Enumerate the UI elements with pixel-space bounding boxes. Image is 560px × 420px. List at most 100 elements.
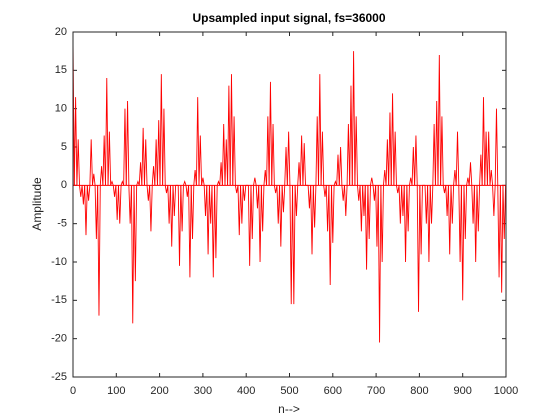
x-tick-label: 200	[150, 385, 168, 397]
x-tick-label: 0	[70, 385, 76, 397]
stem	[234, 185, 239, 194]
stem	[227, 85, 231, 186]
stem	[455, 131, 460, 186]
stem	[180, 185, 184, 232]
stem	[427, 185, 431, 263]
stem	[167, 185, 171, 224]
stem	[177, 185, 182, 266]
x-tick-label: 600	[324, 385, 342, 397]
stem	[284, 146, 288, 186]
stem	[328, 185, 332, 286]
stem	[346, 123, 351, 186]
stem	[73, 97, 78, 186]
stem	[92, 173, 96, 186]
stem	[310, 185, 314, 255]
stem	[188, 185, 192, 278]
stem	[333, 180, 338, 186]
stem	[411, 146, 416, 186]
stem	[97, 185, 101, 316]
stem	[351, 51, 356, 186]
stem	[146, 185, 151, 201]
stem	[219, 162, 223, 186]
stem	[479, 154, 483, 186]
stem	[450, 185, 455, 224]
stem	[86, 185, 91, 201]
stem	[286, 131, 291, 186]
stem	[341, 185, 345, 201]
stem	[94, 185, 99, 240]
stem	[169, 185, 174, 247]
stem	[279, 185, 283, 247]
y-tick-label: -15	[51, 294, 67, 306]
stem	[125, 100, 130, 186]
stem	[237, 185, 242, 236]
stem	[473, 185, 478, 263]
stem	[190, 185, 195, 240]
stem	[214, 185, 218, 259]
x-tick-label: 500	[280, 385, 298, 397]
stem	[354, 116, 358, 186]
stem	[89, 139, 93, 186]
stem	[76, 139, 80, 186]
stem	[281, 185, 286, 213]
x-axis-label: n-->	[278, 402, 300, 416]
stem	[406, 185, 410, 232]
y-axis-label: Amplitude	[30, 177, 44, 231]
stem	[403, 185, 408, 263]
x-tick-label: 300	[194, 385, 212, 397]
stem	[401, 185, 405, 217]
stem	[312, 185, 317, 228]
stem	[110, 180, 114, 186]
stem	[364, 185, 369, 270]
stem	[156, 120, 161, 186]
stem	[255, 185, 260, 209]
stem	[344, 185, 348, 217]
stem	[268, 81, 273, 186]
stem	[380, 185, 384, 263]
x-tick-label: 800	[410, 385, 428, 397]
stem	[414, 135, 418, 186]
stem	[458, 185, 462, 263]
stem	[133, 185, 138, 282]
y-tick-label: 20	[55, 26, 67, 38]
y-tick-label: -5	[57, 218, 67, 230]
stem	[383, 169, 387, 186]
stem	[221, 123, 226, 186]
stem	[424, 185, 429, 224]
stem	[437, 54, 442, 186]
stem	[141, 127, 145, 186]
stem	[445, 185, 449, 217]
stem	[338, 146, 343, 186]
stem	[247, 185, 252, 266]
stem	[388, 112, 392, 186]
stem	[307, 185, 312, 209]
stem	[105, 77, 109, 186]
y-tick-label: -10	[51, 256, 67, 268]
stem	[463, 185, 468, 240]
y-tick-label: 10	[55, 103, 67, 115]
stem	[489, 169, 494, 186]
stem	[253, 177, 257, 186]
stem	[408, 177, 413, 186]
stem	[486, 131, 491, 186]
stem	[320, 131, 325, 186]
stem	[318, 74, 322, 186]
stem	[216, 180, 221, 186]
stem	[367, 185, 371, 240]
stem	[120, 180, 125, 186]
stem	[143, 139, 148, 186]
stem	[211, 185, 216, 278]
chart-title: Upsampled input signal, fs=36000	[192, 11, 385, 25]
stem	[323, 185, 327, 197]
stem	[79, 185, 83, 197]
stem	[84, 185, 88, 236]
stem	[385, 139, 390, 186]
stem	[447, 185, 452, 255]
x-tick-label: 700	[367, 385, 385, 397]
x-tick-label: 900	[454, 385, 472, 397]
stem	[240, 185, 244, 224]
stem	[102, 135, 106, 186]
stem	[123, 108, 127, 186]
stem	[393, 131, 397, 186]
stem	[429, 185, 434, 224]
